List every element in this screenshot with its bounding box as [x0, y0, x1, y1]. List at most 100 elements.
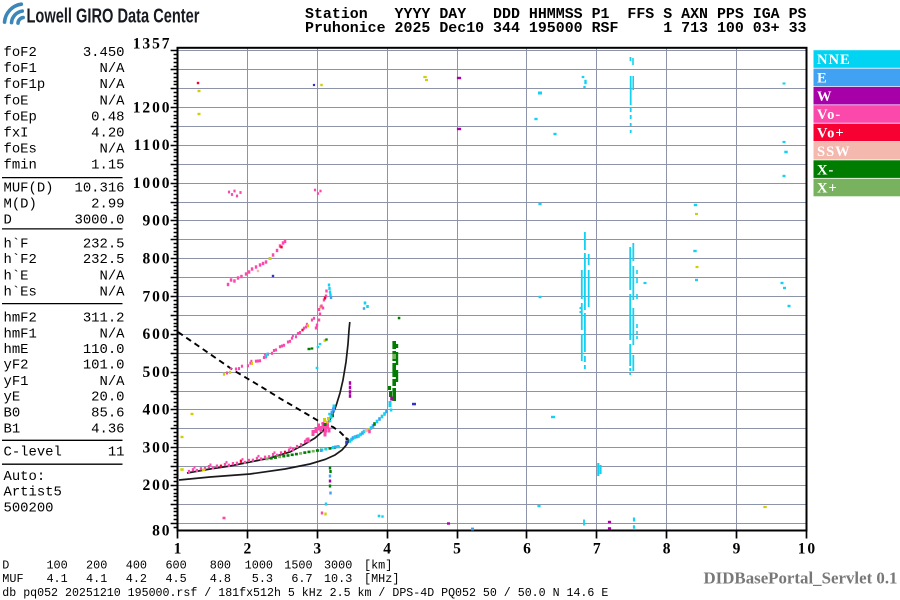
svg-text:10.316: 10.316	[74, 181, 124, 197]
svg-text:hmF2: hmF2	[4, 311, 37, 327]
svg-text:fmin: fmin	[4, 158, 37, 174]
svg-text:100: 100	[46, 559, 67, 573]
svg-text:D: D	[2, 559, 9, 573]
svg-text:500: 500	[142, 364, 171, 381]
svg-text:Station YYYY DAY DDD HHMMS: Station YYYY DAY DDD HHMMSS P1 FFS S AXN…	[305, 7, 807, 23]
svg-text:Lowell GIRO Data Center: Lowell GIRO Data Center	[27, 6, 200, 28]
svg-text:N/A: N/A	[99, 141, 125, 157]
svg-text:1000: 1000	[245, 559, 273, 573]
svg-text:2.99: 2.99	[91, 196, 124, 212]
svg-text:20.0: 20.0	[91, 390, 124, 406]
svg-text:C-level: C-level	[4, 445, 62, 461]
svg-text:200: 200	[86, 559, 107, 573]
svg-text:900: 900	[142, 213, 171, 230]
svg-text:600: 600	[142, 326, 171, 343]
svg-text:MUF: MUF	[2, 572, 23, 586]
svg-text:6: 6	[523, 541, 533, 558]
svg-text:11: 11	[108, 445, 125, 461]
svg-text:1200: 1200	[133, 99, 172, 116]
svg-text:85.6: 85.6	[91, 406, 124, 422]
svg-text:yE: yE	[4, 390, 21, 406]
svg-text:4.8: 4.8	[210, 572, 231, 586]
svg-text:800: 800	[142, 251, 171, 268]
svg-text:foEs: foEs	[4, 141, 37, 157]
svg-text:Vo-: Vo-	[817, 107, 841, 123]
svg-text:MUF(D): MUF(D)	[4, 181, 54, 197]
svg-text:N/A: N/A	[99, 61, 125, 77]
svg-text:N/A: N/A	[99, 269, 125, 285]
svg-text:4.5: 4.5	[165, 572, 186, 586]
svg-text:M(D): M(D)	[4, 196, 37, 212]
svg-text:foEp: foEp	[4, 109, 37, 125]
svg-text:hmF1: hmF1	[4, 326, 37, 342]
svg-text:4.1: 4.1	[86, 572, 107, 586]
svg-text:B0: B0	[4, 406, 21, 422]
svg-text:Pruhonice 2025 Dec10 344 19500: Pruhonice 2025 Dec10 344 195000 RSF 1 71…	[305, 21, 807, 37]
svg-text:700: 700	[142, 288, 171, 305]
svg-text:D: D	[4, 212, 12, 228]
svg-text:3: 3	[313, 541, 323, 558]
svg-text:foF2: foF2	[4, 45, 37, 61]
svg-text:Artist5: Artist5	[4, 485, 62, 501]
svg-text:200: 200	[142, 477, 171, 494]
svg-text:10.3: 10.3	[324, 572, 352, 586]
svg-text:foF1: foF1	[4, 61, 37, 77]
svg-text:600: 600	[165, 559, 186, 573]
svg-text:N/A: N/A	[99, 93, 125, 109]
svg-text:1500: 1500	[284, 559, 312, 573]
svg-text:4.2: 4.2	[126, 572, 147, 586]
svg-text:db pq052 20251210 195000.rsf /: db pq052 20251210 195000.rsf / 181fx512h…	[2, 586, 608, 600]
svg-text:X-: X-	[817, 162, 834, 178]
svg-text:110.0: 110.0	[83, 342, 125, 358]
svg-text:hmE: hmE	[4, 342, 29, 358]
svg-text:400: 400	[126, 559, 147, 573]
svg-text:[MHz]: [MHz]	[364, 572, 399, 586]
svg-text:8: 8	[663, 541, 673, 558]
svg-text:h`Es: h`Es	[4, 285, 37, 301]
svg-text:10: 10	[798, 541, 817, 558]
svg-text:5.3: 5.3	[252, 572, 273, 586]
svg-text:1100: 1100	[134, 137, 172, 154]
svg-text:5: 5	[453, 541, 463, 558]
svg-text:300: 300	[142, 439, 171, 456]
svg-text:Vo+: Vo+	[817, 126, 845, 142]
svg-text:80: 80	[152, 523, 171, 540]
svg-text:4.1: 4.1	[46, 572, 67, 586]
svg-text:Auto:: Auto:	[4, 469, 46, 485]
svg-text:E: E	[817, 71, 828, 87]
svg-text:NNE: NNE	[817, 52, 851, 68]
svg-text:1: 1	[174, 541, 184, 558]
svg-text:1000: 1000	[133, 175, 172, 192]
svg-text:311.2: 311.2	[83, 311, 125, 327]
svg-text:yF2: yF2	[4, 358, 29, 374]
svg-text:W: W	[817, 89, 833, 105]
svg-text:232.5: 232.5	[83, 252, 125, 268]
svg-text:0.48: 0.48	[91, 109, 124, 125]
svg-text:X+: X+	[817, 181, 838, 197]
svg-text:h`F2: h`F2	[4, 252, 37, 268]
svg-text:400: 400	[142, 402, 171, 419]
svg-text:800: 800	[210, 559, 231, 573]
svg-text:SSW: SSW	[817, 144, 851, 160]
svg-text:DIDBasePortal_Servlet 0.1: DIDBasePortal_Servlet 0.1	[704, 568, 898, 587]
svg-text:9: 9	[733, 541, 743, 558]
svg-text:h`E: h`E	[4, 269, 29, 285]
svg-text:foE: foE	[4, 93, 29, 109]
svg-text:3.450: 3.450	[83, 45, 125, 61]
svg-text:3000: 3000	[324, 559, 352, 573]
svg-text:h`F: h`F	[4, 236, 29, 252]
svg-text:1.15: 1.15	[91, 158, 124, 174]
svg-text:fxI: fxI	[4, 125, 29, 141]
svg-text:6.7: 6.7	[291, 572, 312, 586]
svg-text:foF1p: foF1p	[4, 77, 46, 93]
svg-text:yF1: yF1	[4, 374, 29, 390]
svg-text:232.5: 232.5	[83, 236, 125, 252]
svg-text:N/A: N/A	[99, 374, 125, 390]
svg-text:4: 4	[383, 541, 393, 558]
svg-text:N/A: N/A	[99, 326, 125, 342]
svg-text:2: 2	[243, 541, 253, 558]
svg-text:101.0: 101.0	[83, 358, 125, 374]
svg-text:1357: 1357	[133, 36, 172, 53]
svg-text:N/A: N/A	[99, 285, 125, 301]
svg-text:500200: 500200	[4, 501, 54, 517]
